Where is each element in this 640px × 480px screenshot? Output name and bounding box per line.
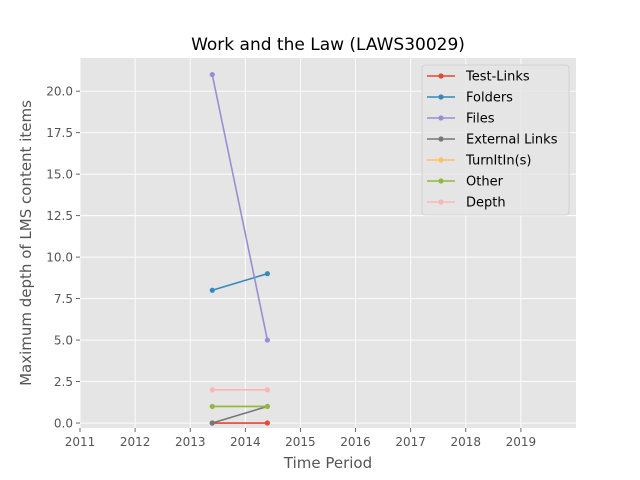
- data-point-files: [209, 71, 215, 78]
- y-tick-label: 0.0: [54, 417, 73, 431]
- legend-marker: [438, 136, 444, 142]
- data-point-folders: [209, 287, 215, 293]
- legend-box: [421, 64, 570, 216]
- y-axis-label: Maximum depth of LMS content items: [17, 100, 35, 386]
- legend-item-turnitin-s: TurnItIn(s): [427, 154, 531, 169]
- y-axis-ticks: 0.0 2.5 5.0 7.5 10.0 12.5 15.0 17.5 20.0: [46, 85, 80, 431]
- y-tick-label: 12.5: [46, 209, 73, 223]
- legend-item-files: Files: [427, 112, 495, 127]
- y-tick-label: 5.0: [54, 334, 73, 348]
- data-point-folders: [264, 271, 270, 277]
- legend-marker: [438, 73, 444, 79]
- x-tick-label: 2017: [395, 435, 426, 449]
- chart-title: Work and the Law (LAWS30029): [191, 35, 465, 55]
- y-tick-label: 10.0: [46, 251, 73, 265]
- x-tick-label: 2015: [285, 435, 316, 449]
- legend-item-test-links: Test-Links: [427, 70, 530, 85]
- legend-marker: [438, 199, 444, 205]
- x-tick-label: 2012: [120, 435, 151, 449]
- legend-label: Depth: [466, 196, 506, 211]
- data-point-depth: [264, 387, 270, 393]
- data-point-other: [264, 403, 270, 410]
- legend-item-folders: Folders: [427, 91, 513, 106]
- x-axis-label: Time Period: [283, 454, 372, 472]
- x-tick-label: 2011: [65, 435, 96, 449]
- legend-label: Folders: [466, 91, 513, 106]
- x-tick-label: 2016: [340, 435, 371, 449]
- legend-label: Files: [466, 112, 495, 127]
- legend-label: TurnItIn(s): [465, 154, 531, 169]
- y-tick-label: 7.5: [54, 292, 73, 306]
- data-point-depth: [209, 387, 215, 393]
- legend-marker: [438, 157, 444, 163]
- series-files: [209, 71, 270, 343]
- legend-item-external-links: External Links: [427, 133, 558, 148]
- y-tick-label: 2.5: [54, 375, 73, 389]
- data-point-other: [209, 403, 215, 410]
- series-line-external-links: [212, 405, 268, 424]
- x-axis-ticks: 2011 2012 2013 2014 2015 2016 2017 2018 2019: [65, 428, 536, 449]
- y-tick-label: 17.5: [46, 126, 73, 140]
- series-other: [209, 403, 270, 410]
- series-line-files: [211, 74, 269, 341]
- legend-label: Test-Links: [465, 70, 530, 85]
- legend-label: External Links: [466, 133, 558, 148]
- x-tick-label: 2019: [506, 435, 537, 449]
- legend-item-other: Other: [427, 175, 504, 190]
- data-point-test-links: [264, 420, 270, 426]
- legend-label: Other: [466, 175, 504, 190]
- x-tick-label: 2013: [175, 435, 206, 449]
- series-depth: [209, 387, 270, 393]
- series-line-folders: [212, 272, 268, 292]
- legend-marker: [438, 115, 444, 121]
- legend: Test-Links Folders Files External Links Turn…: [421, 64, 570, 216]
- y-tick-label: 20.0: [46, 85, 73, 99]
- y-tick-label: 15.0: [46, 168, 73, 182]
- legend-item-depth: Depth: [427, 196, 506, 211]
- series-lines: [209, 71, 270, 426]
- x-tick-label: 2014: [230, 435, 261, 449]
- series-folders: [209, 271, 270, 293]
- data-point-files: [264, 337, 270, 343]
- data-point-external-links: [209, 420, 215, 426]
- legend-marker: [438, 178, 444, 184]
- x-tick-label: 2018: [451, 435, 482, 449]
- legend-marker: [438, 94, 444, 100]
